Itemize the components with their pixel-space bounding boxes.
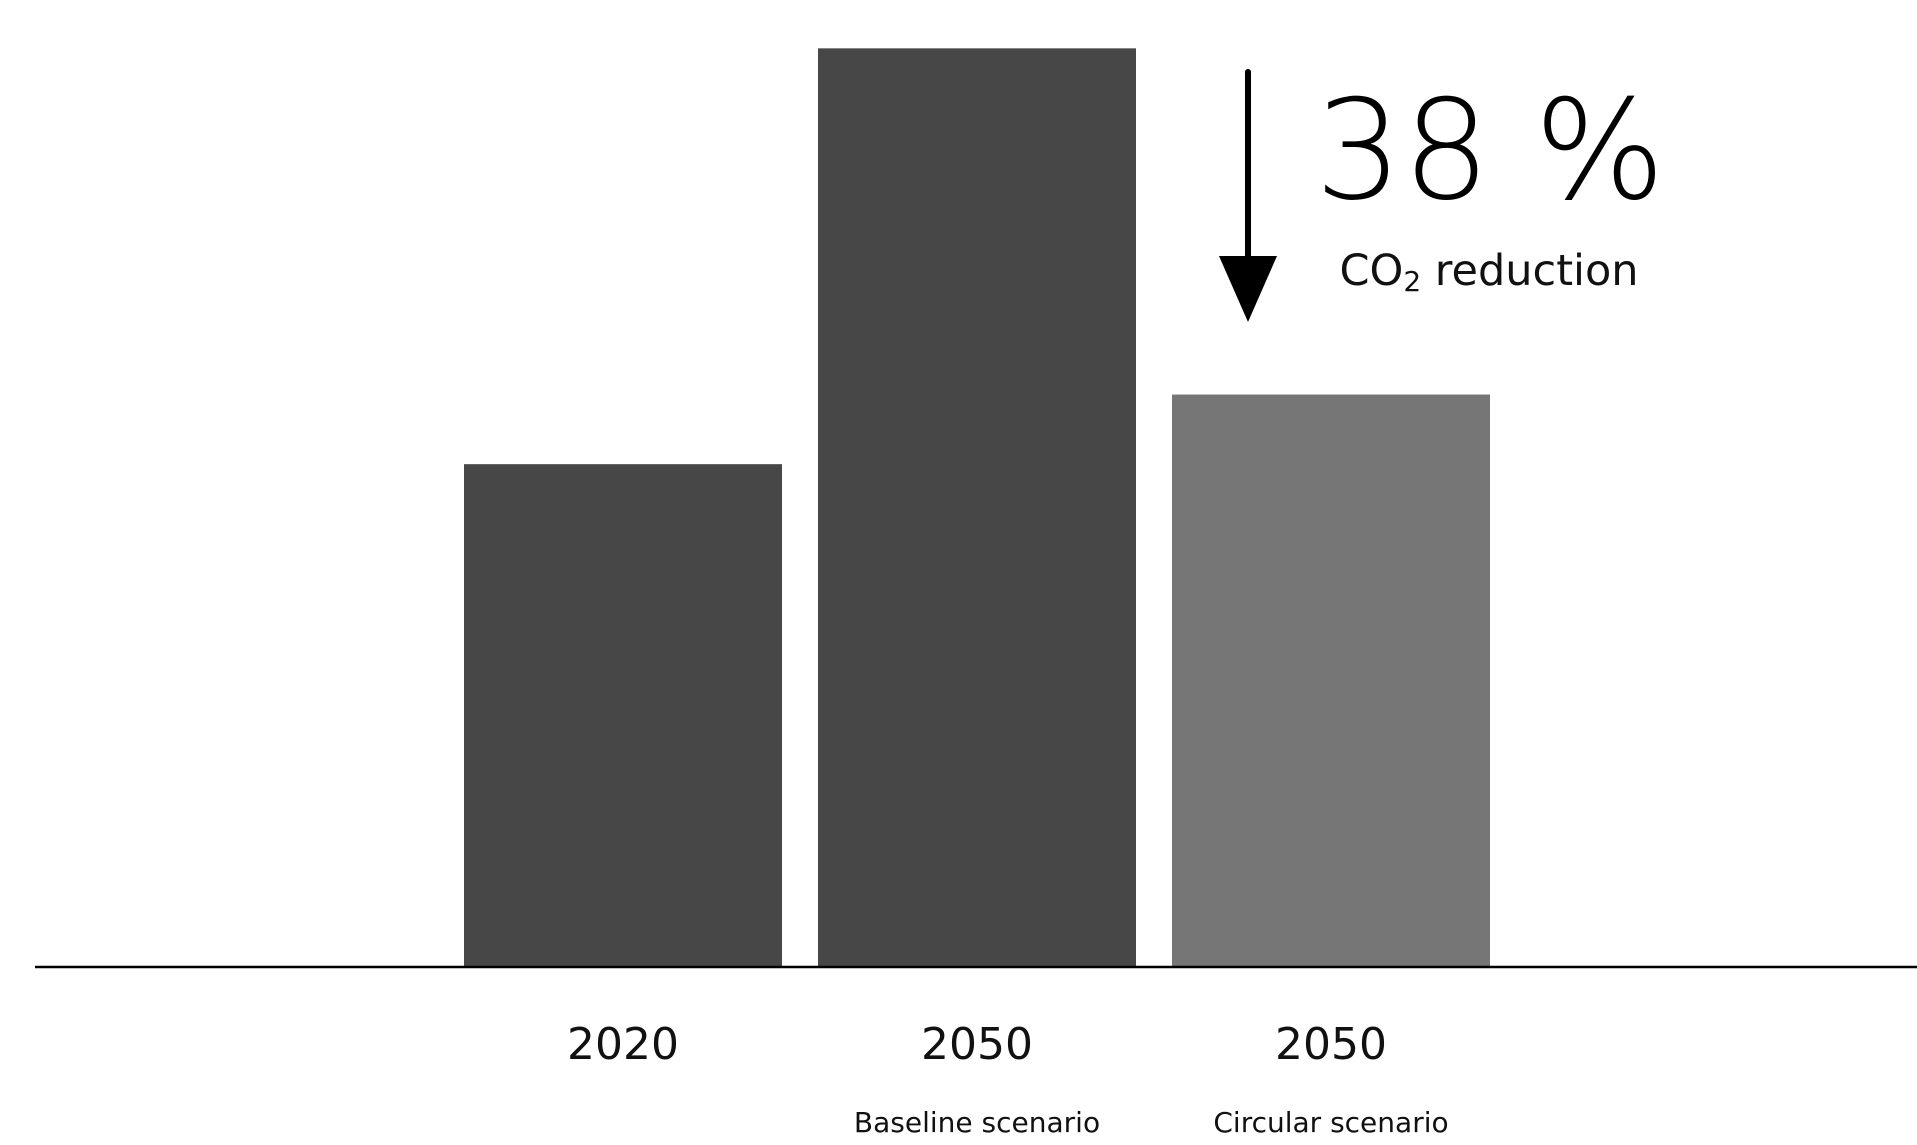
reduction-annotation: 38 % CO2 reduction (1219, 69, 1666, 322)
bar-0 (464, 464, 782, 967)
reduction-label-subscript: 2 (1403, 265, 1421, 298)
reduction-label: CO2 reduction (1339, 246, 1638, 298)
reduction-label-prefix: CO (1339, 246, 1403, 296)
x-tick-labels: 2020 2050 Baseline scenario 2050 Circular sc… (567, 1019, 1449, 1139)
bar-1 (818, 48, 1136, 968)
x-tick-label-2: 2050 (1275, 1019, 1387, 1070)
x-sublabel-1: Baseline scenario (854, 1106, 1100, 1139)
x-tick-label-1: 2050 (921, 1019, 1033, 1070)
bars-group (464, 48, 1490, 968)
reduction-arrow-head (1219, 256, 1277, 322)
reduction-label-suffix: reduction (1421, 246, 1638, 296)
reduction-value: 38 % (1315, 70, 1666, 231)
x-tick-label-0: 2020 (567, 1019, 679, 1070)
x-sublabel-2: Circular scenario (1213, 1106, 1448, 1139)
bar-2 (1172, 394, 1490, 967)
